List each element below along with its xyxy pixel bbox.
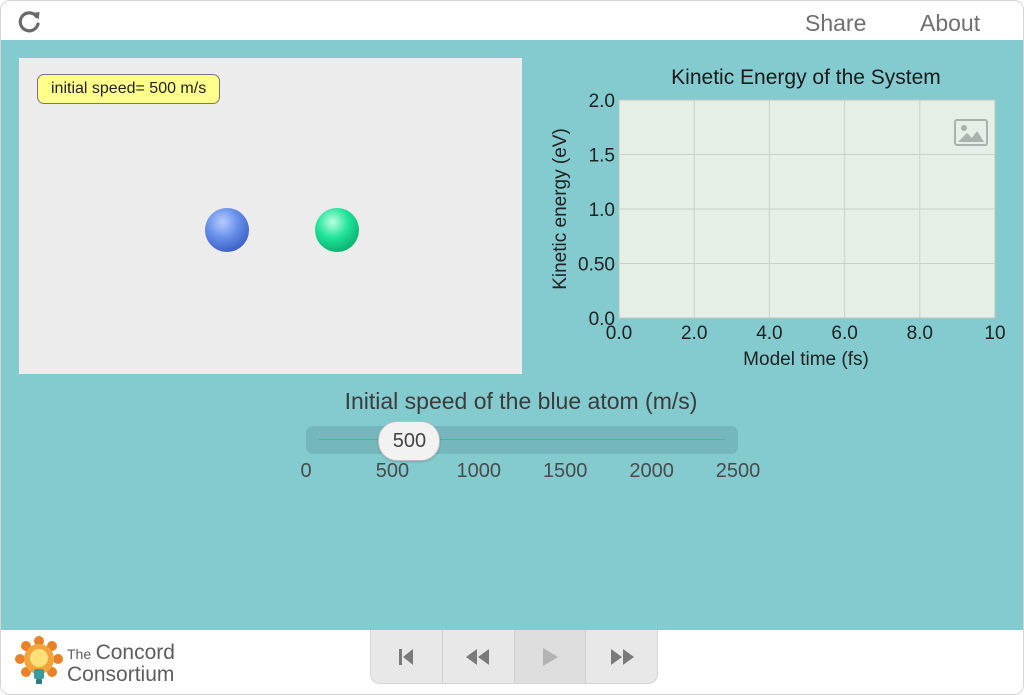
- x-tick-label: 6.0: [831, 323, 857, 344]
- logo-concord: Concord: [95, 641, 175, 664]
- step-forward-icon: [610, 648, 634, 665]
- playback-controls: [370, 630, 658, 684]
- concord-logo-icon[interactable]: [15, 635, 65, 687]
- x-tick-label: 2.0: [681, 323, 707, 344]
- logo-the: The: [67, 646, 92, 662]
- bottom-bar: The Concord Consortium: [1, 630, 1023, 694]
- share-link[interactable]: Share: [805, 10, 867, 36]
- play-button[interactable]: [514, 630, 587, 683]
- slider-tick-label: 500: [375, 460, 410, 482]
- reload-icon[interactable]: [15, 8, 43, 36]
- x-tick-label: 4.0: [756, 323, 782, 344]
- y-tick-label: 1.0: [589, 200, 615, 221]
- kinetic-energy-graph[interactable]: 0.0 2.0 4.0 6.0 8.0 10 0.0 0.50 1.0 1.5 2.0 Model…: [1, 40, 1023, 380]
- slider-tick-label: 1000: [456, 460, 502, 482]
- slider-tick-label: 0: [300, 460, 312, 482]
- slider-tick-label: 1500: [542, 460, 588, 482]
- play-icon: [542, 647, 558, 666]
- x-tick-label: 0.0: [606, 323, 632, 344]
- y-tick-label: 1.5: [589, 146, 615, 167]
- green-atom[interactable]: [315, 208, 359, 252]
- y-tick-label: 2.0: [589, 91, 615, 112]
- slider-track[interactable]: [306, 426, 738, 454]
- top-bar: Share About: [1, 1, 1023, 40]
- about-link[interactable]: About: [920, 10, 981, 36]
- step-back-icon: [466, 648, 490, 665]
- image-icon[interactable]: [954, 119, 988, 146]
- reset-icon: [399, 648, 414, 665]
- x-tick-label: 10: [984, 323, 1005, 344]
- slider-title: Initial speed of the blue atom (m/s): [344, 388, 698, 414]
- step-forward-button[interactable]: [586, 630, 657, 683]
- step-back-button[interactable]: [443, 630, 515, 683]
- logo-consortium: Consortium: [67, 663, 175, 686]
- x-axis-label: Model time (fs): [743, 349, 869, 370]
- speed-label: initial speed= 500 m/s: [37, 74, 221, 104]
- y-tick-label: 0.0: [589, 309, 615, 330]
- x-tick-label: 8.0: [907, 323, 933, 344]
- y-tick-label: 0.50: [578, 255, 615, 276]
- slider-tick-label: 2000: [629, 460, 674, 482]
- blue-atom[interactable]: [205, 208, 249, 252]
- main-area: initial speed= 500 m/s Kinetic Energy of…: [1, 40, 1023, 630]
- graph-title: Kinetic Energy of the System: [671, 66, 941, 89]
- concord-logo-text[interactable]: The Concord Consortium: [67, 641, 175, 687]
- slider-line: [319, 439, 725, 440]
- y-axis-label: Kinetic energy (eV): [550, 128, 571, 290]
- slider-tick-label: 2500: [715, 460, 761, 482]
- reset-button[interactable]: [371, 630, 443, 683]
- model-view[interactable]: initial speed= 500 m/s: [19, 58, 522, 374]
- slider-handle[interactable]: 500: [378, 421, 441, 461]
